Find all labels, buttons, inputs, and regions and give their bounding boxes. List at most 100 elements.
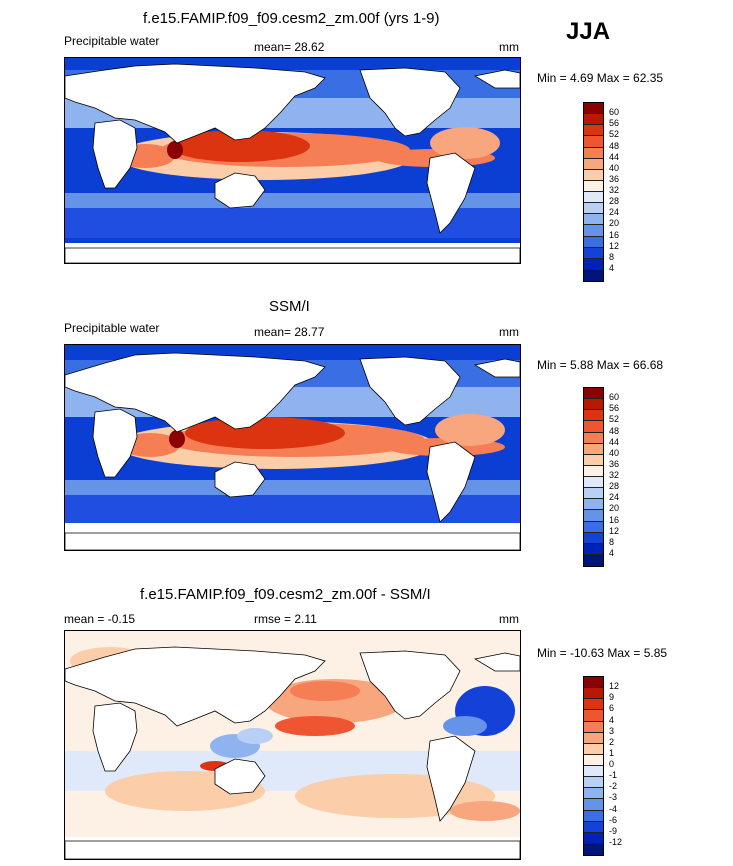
- panel2-mean-label: mean= 28.77: [254, 325, 325, 339]
- colorbar-swatch: [584, 832, 603, 844]
- colorbar-swatch: [584, 443, 603, 455]
- colorbar-tick-label: 8: [609, 536, 615, 547]
- colorbar-swatch: [584, 103, 603, 115]
- colorbar-swatch: [584, 843, 603, 855]
- colorbar-tick-label: 48: [609, 425, 620, 436]
- colorbar-swatch: [584, 388, 603, 400]
- colorbar-swatch: [584, 421, 603, 433]
- colorbar-tick-label: 28: [609, 196, 620, 207]
- colorbar-tick-label: 2: [609, 736, 615, 747]
- colorbar-swatch: [584, 236, 603, 248]
- colorbar-swatch: [584, 688, 603, 700]
- colorbar-swatch: [584, 269, 603, 281]
- colorbar-swatch: [584, 180, 603, 192]
- colorbar-tick-label: -12: [609, 836, 623, 847]
- colorbar-swatch: [584, 477, 603, 489]
- panel2-left-label: Precipitable water: [64, 321, 160, 335]
- colorbar-tick-label: 0: [609, 759, 615, 769]
- colorbar-swatch: [584, 788, 603, 800]
- colorbar-swatch: [584, 136, 603, 148]
- colorbar-swatch: [584, 499, 603, 511]
- colorbar-swatch: [584, 258, 603, 270]
- panel1-mean-label: mean= 28.62: [254, 40, 325, 54]
- colorbar-tick-label: 12: [609, 681, 620, 692]
- colorbar-swatch: [584, 743, 603, 755]
- colorbar-swatch: [584, 777, 603, 789]
- panel3-units: mm: [499, 612, 519, 626]
- colorbar-swatch: [584, 510, 603, 522]
- panel3-map: [64, 630, 521, 860]
- colorbar-tick-label: 12: [609, 525, 620, 536]
- colorbar-tick-label: 28: [609, 481, 620, 492]
- colorbar-swatch: [584, 203, 603, 215]
- colorbar-tick-label: 40: [609, 162, 620, 173]
- panel2-map: [64, 344, 521, 551]
- season-label: JJA: [566, 18, 611, 45]
- panel1-units: mm: [499, 40, 519, 54]
- colorbar-tick-label: 56: [609, 403, 620, 414]
- colorbar-tick-label: 52: [609, 414, 620, 425]
- colorbar-tick-label: 20: [609, 218, 620, 229]
- colorbar-swatch: [584, 532, 603, 544]
- colorbar-swatch: [584, 810, 603, 822]
- colorbar-tick-label: 52: [609, 129, 620, 140]
- colorbar-swatch: [584, 125, 603, 137]
- panel1-colorbar: [583, 102, 604, 282]
- colorbar-tick-label: -9: [609, 825, 618, 836]
- panel2-title: SSM/I: [269, 298, 310, 315]
- colorbar-swatch: [584, 721, 603, 733]
- colorbar-swatch: [584, 410, 603, 422]
- colorbar-swatch: [584, 114, 603, 126]
- colorbar-tick-label: 6: [609, 703, 615, 714]
- colorbar-tick-label: 16: [609, 514, 620, 525]
- colorbar-swatch: [584, 710, 603, 722]
- panel3-mean-label: mean = -0.15: [64, 612, 136, 626]
- colorbar-tick-label: 60: [609, 107, 620, 118]
- panel3-rmse-label: rmse = 2.11: [254, 612, 317, 626]
- colorbar-tick-label: 3: [609, 725, 615, 736]
- colorbar-tick-label: 4: [609, 262, 615, 273]
- colorbar-swatch: [584, 432, 603, 444]
- panel2-colorbar-labels: 60 56 52 48 44 40 36 32 28 24 20 16 12 8 4: [609, 387, 639, 565]
- panel1-colorbar-labels: 60 56 52 48 44 40 36 32 28 24 20 16 12 8 4: [609, 102, 639, 280]
- panel1-left-label: Precipitable water: [64, 34, 160, 48]
- colorbar-tick-label: 4: [609, 714, 615, 725]
- colorbar-tick-label: -1: [609, 770, 618, 781]
- colorbar-swatch: [584, 465, 603, 477]
- panel2-units: mm: [499, 325, 519, 339]
- colorbar-swatch: [584, 521, 603, 533]
- panel3-minmax: Min = -10.63 Max = 5.85: [537, 646, 668, 660]
- colorbar-tick-label: -3: [609, 792, 618, 803]
- colorbar-swatch: [584, 677, 603, 689]
- colorbar-swatch: [584, 699, 603, 711]
- colorbar-tick-label: 36: [609, 173, 620, 184]
- colorbar-swatch: [584, 454, 603, 466]
- colorbar-swatch: [584, 821, 603, 833]
- colorbar-tick-label: 36: [609, 458, 620, 469]
- colorbar-tick-label: -4: [609, 803, 618, 814]
- panel1-title: f.e15.FAMIP.f09_f09.cesm2_zm.00f (yrs 1-…: [143, 10, 440, 27]
- colorbar-swatch: [584, 247, 603, 259]
- colorbar-swatch: [584, 158, 603, 170]
- colorbar-tick-label: -6: [609, 814, 618, 825]
- colorbar-swatch: [584, 754, 603, 766]
- colorbar-tick-label: 44: [609, 436, 620, 447]
- colorbar-tick-label: 24: [609, 207, 620, 218]
- colorbar-swatch: [584, 147, 603, 159]
- colorbar-tick-label: 20: [609, 503, 620, 514]
- colorbar-tick-label: 1: [609, 747, 615, 758]
- colorbar-tick-label: 9: [609, 692, 615, 703]
- colorbar-tick-label: 16: [609, 229, 620, 240]
- colorbar-tick-label: 60: [609, 392, 620, 403]
- panel3-colorbar: [583, 676, 604, 856]
- colorbar-swatch: [584, 799, 603, 811]
- colorbar-swatch: [584, 488, 603, 500]
- colorbar-swatch: [584, 732, 603, 744]
- colorbar-swatch: [584, 766, 603, 778]
- panel3-colorbar-labels: 12 9 6 4 3 2 1 0 -1 -2 -3 -4 -6 -9 -12: [609, 676, 639, 854]
- colorbar-tick-label: 44: [609, 151, 620, 162]
- colorbar-tick-label: 32: [609, 185, 620, 195]
- colorbar-tick-label: 40: [609, 447, 620, 458]
- colorbar-swatch: [584, 214, 603, 226]
- colorbar-swatch: [584, 192, 603, 204]
